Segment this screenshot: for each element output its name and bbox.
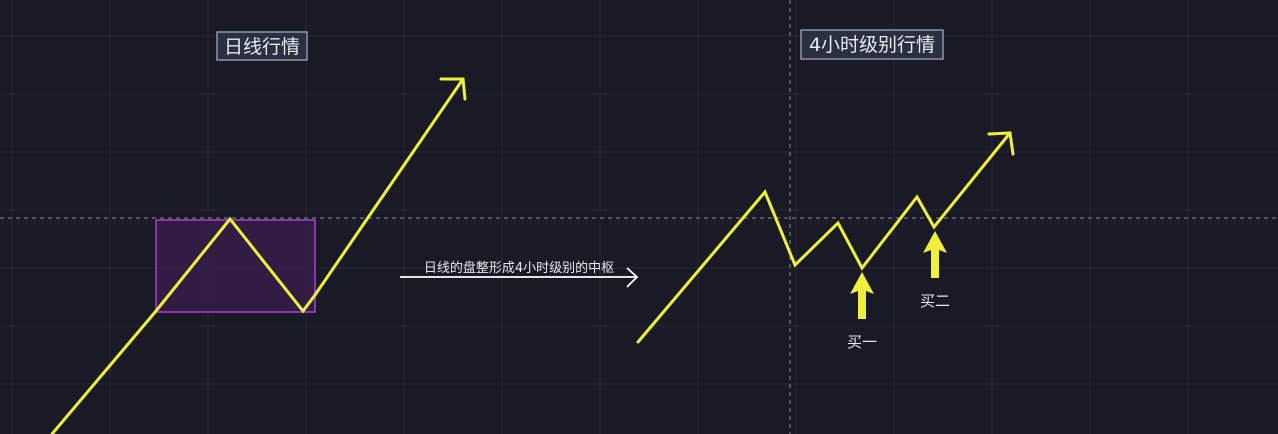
right-panel-title: 4小时级别行情 xyxy=(809,34,935,56)
daily-price-line xyxy=(50,77,465,434)
consolidation-box xyxy=(155,219,316,313)
up-arrow-icon xyxy=(850,272,874,319)
right-arrow-head xyxy=(626,267,639,288)
daily-panel: 日线行情 xyxy=(50,31,467,434)
buy-two-marker: 买二 xyxy=(920,231,950,310)
right-title-badge: 4小时级别行情 xyxy=(800,29,944,60)
transition-label: 日线的盘整形成4小时级别的中枢 xyxy=(424,260,614,276)
four-hour-price-line xyxy=(636,131,1012,344)
buy-one-marker: 买一 xyxy=(847,272,877,351)
left-title-badge: 日线行情 xyxy=(216,31,308,61)
buy-two-label: 买二 xyxy=(920,292,950,310)
buy-one-label: 买一 xyxy=(847,333,877,351)
up-arrow-icon xyxy=(923,231,947,278)
left-panel-title: 日线行情 xyxy=(224,36,300,58)
chevron-arrowhead-icon xyxy=(987,131,1015,156)
four-hour-panel: 买一 买二 4小时级别行情 xyxy=(636,29,1015,351)
transition-annotation: 日线的盘整形成4小时级别的中枢 xyxy=(400,260,639,288)
chevron-arrowhead-icon xyxy=(439,77,467,101)
